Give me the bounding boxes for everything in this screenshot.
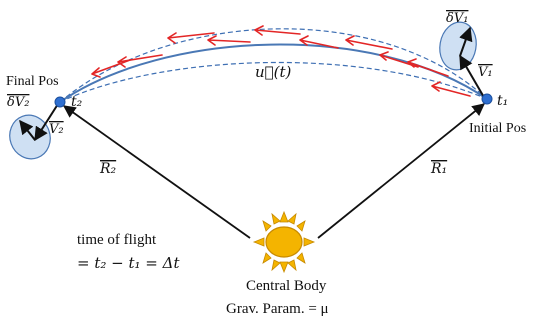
thrust-arrow xyxy=(254,25,301,36)
r1-vector xyxy=(317,103,485,239)
v2-vector xyxy=(34,103,59,142)
thrust-arrow xyxy=(167,32,215,44)
dv2-label: δV₂ xyxy=(7,95,29,110)
u-t-label: u⃗(t) xyxy=(255,63,292,81)
thrust-arrow xyxy=(407,58,449,77)
v1-vector xyxy=(459,54,486,100)
dv2-vector xyxy=(19,119,36,141)
final-pos-label: Final Pos xyxy=(6,74,59,89)
lower-dashed-arc xyxy=(59,61,488,103)
initial-position-dot-icon xyxy=(481,93,493,105)
grav-param-label: Grav. Param. = μ xyxy=(226,301,329,317)
thrust-arrow xyxy=(117,54,163,68)
final-position-dot-icon xyxy=(54,96,66,108)
r2-vector xyxy=(62,105,251,239)
time-of-flight-formula: = t₂ − t₁ = Δt xyxy=(77,254,180,272)
r2-label: R₂ xyxy=(99,161,117,177)
thrust-arrow xyxy=(431,81,471,97)
v2-label: V₂ xyxy=(49,122,64,137)
thrust-arrow xyxy=(379,51,419,68)
thrust-arrows xyxy=(91,25,471,97)
v1-label: V₁ xyxy=(478,65,493,80)
sun-icon xyxy=(252,210,316,274)
t2-label: t₂ xyxy=(71,94,83,110)
t1-label: t₁ xyxy=(497,93,508,109)
time-of-flight-label: time of flight xyxy=(77,232,157,248)
dv1-vector xyxy=(459,26,473,57)
dv1-label: δV₁ xyxy=(446,11,468,26)
upper-dashed-arc xyxy=(59,28,488,103)
r1-label: R₁ xyxy=(430,161,447,177)
initial-pos-label: Initial Pos xyxy=(469,121,526,136)
initial-velocity-ellipse xyxy=(439,21,477,71)
thrust-arrow xyxy=(207,35,251,46)
thrust-arrow xyxy=(299,35,339,49)
central-body-label: Central Body xyxy=(246,278,327,294)
thrust-arrow xyxy=(345,35,393,50)
thrust-arrow xyxy=(91,59,131,78)
